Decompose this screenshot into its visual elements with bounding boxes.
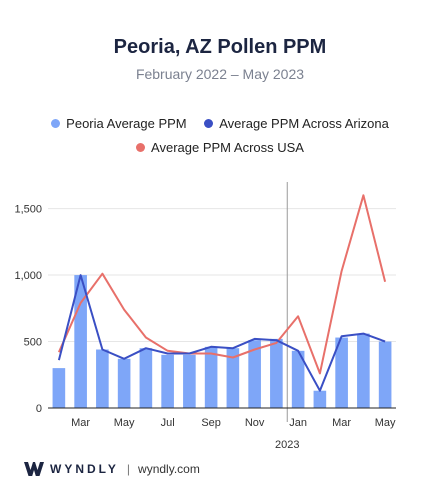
legend-dot-peoria: [51, 119, 61, 128]
footer: WYNDLY | wyndly.com: [24, 462, 200, 476]
legend-dot-arizona: [204, 119, 214, 128]
wyndly-logo-icon: [24, 462, 44, 476]
x-tick-label: Mar: [332, 417, 351, 429]
legend-item-peoria: Peoria Average PPM: [51, 116, 187, 131]
x-tick-label: Mar: [71, 417, 90, 429]
bar-peoria: [52, 368, 66, 408]
bar-peoria: [270, 338, 283, 408]
x-tick-label: Jan: [289, 417, 307, 429]
bar-peoria: [335, 337, 348, 408]
bar-peoria: [183, 354, 196, 408]
line-usa: [57, 194, 387, 375]
x-tick-label: May: [114, 417, 135, 429]
legend-row-2: Average PPM Across USA: [0, 140, 440, 155]
y-tick-label: 1,500: [14, 204, 42, 216]
legend-row-1: Peoria Average PPM Average PPM Across Ar…: [0, 116, 440, 131]
x-tick-label: Sep: [201, 417, 221, 429]
bar-peoria: [248, 340, 261, 408]
y-tick-label: 1,000: [14, 270, 42, 282]
legend-item-usa: Average PPM Across USA: [136, 140, 304, 155]
x-tick-label: May: [375, 417, 396, 429]
bar-peoria: [161, 354, 174, 408]
line-arizona: [57, 274, 386, 392]
plot-area: 0 500 1,000 1,500 Mar May Jul Sep Nov Jan Mar May 20…: [14, 182, 396, 451]
bar-peoria: [378, 341, 392, 408]
bar-peoria: [357, 333, 370, 408]
chart-title: Peoria, AZ Pollen PPM: [113, 36, 327, 58]
chart-subtitle: February 2022 – May 2023: [135, 66, 305, 82]
bar-peoria: [96, 349, 109, 408]
bar-peoria: [291, 350, 305, 408]
legend-dot-usa: [136, 143, 146, 152]
x-tick-label: Nov: [245, 417, 265, 429]
bar-peoria: [313, 390, 327, 408]
legend-label-peoria: Peoria Average PPM: [66, 116, 187, 131]
footer-separator: |: [126, 462, 131, 476]
legend-item-arizona: Average PPM Across Arizona: [204, 116, 389, 131]
bar-peoria: [204, 346, 218, 408]
y-tick-label: 500: [24, 337, 42, 349]
bar-peoria: [117, 358, 131, 408]
x-year-label: 2023: [275, 439, 299, 451]
bar-peoria: [139, 348, 153, 408]
legend-label-arizona: Average PPM Across Arizona: [219, 116, 389, 131]
y-tick-label: 0: [36, 403, 42, 415]
bar-peoria: [226, 348, 240, 408]
footer-brand: WYNDLY: [50, 462, 119, 476]
footer-site-link[interactable]: wyndly.com: [138, 462, 200, 476]
legend-label-usa: Average PPM Across USA: [151, 140, 304, 155]
x-tick-label: Jul: [161, 417, 175, 429]
